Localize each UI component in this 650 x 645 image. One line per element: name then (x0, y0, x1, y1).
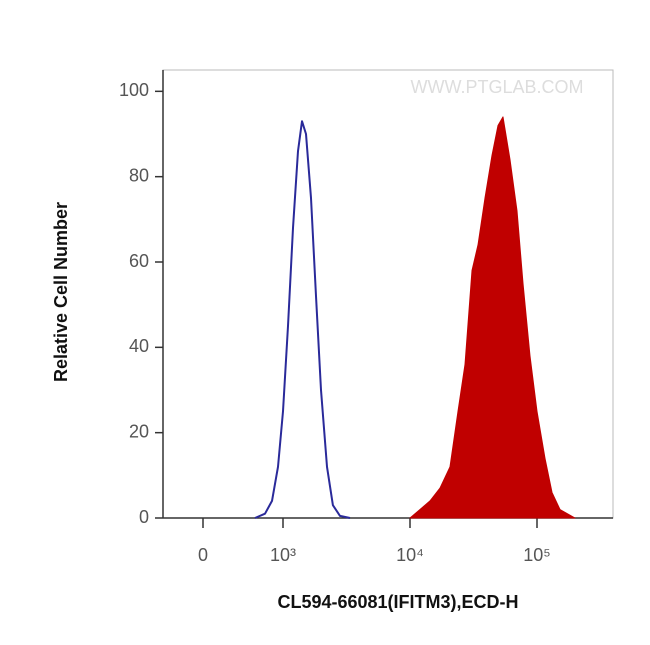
y-tick-label: 40 (129, 336, 149, 356)
x-axis-title: CL594-66081(IFITM3),ECD-H (277, 592, 518, 612)
plot-frame (162, 69, 614, 519)
histogram-line (254, 120, 351, 519)
y-axis-title: Relative Cell Number (51, 202, 71, 382)
y-tick-label: 20 (129, 421, 149, 441)
x-tick-label: 0 (198, 545, 208, 565)
y-tick-label: 80 (129, 165, 149, 185)
x-tick-label: 10⁵ (523, 545, 550, 565)
y-tick-label: 60 (129, 251, 149, 271)
y-tick-label: 0 (139, 507, 149, 527)
watermark: WWW.PTGLAB.COM (411, 77, 584, 97)
y-tick-label: 100 (119, 80, 149, 100)
area (409, 116, 576, 519)
x-tick-label: 10⁴ (396, 545, 424, 565)
x-tick-label: 10³ (270, 545, 296, 565)
